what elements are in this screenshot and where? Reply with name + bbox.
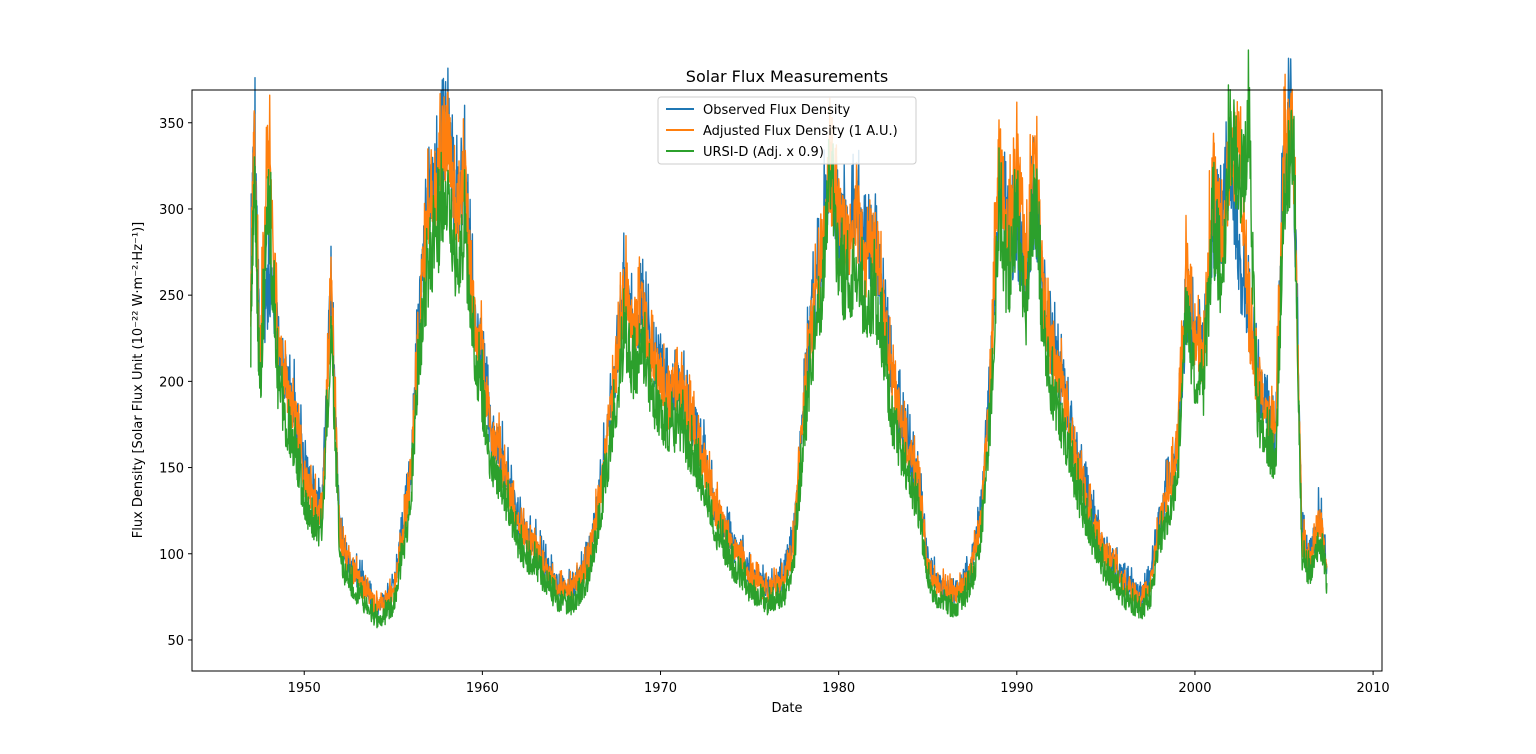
legend: Observed Flux Density Adjusted Flux Densi… <box>657 96 917 165</box>
x-tick-label: 2010 <box>1357 681 1390 696</box>
x-tick-label: 2000 <box>1178 681 1211 696</box>
y-tick-label: 350 <box>159 117 184 132</box>
plot-area-frame <box>191 89 1383 672</box>
x-tick-label: 1960 <box>466 681 499 696</box>
y-tick-label: 300 <box>159 203 184 218</box>
legend-label-1: Observed Flux Density <box>703 103 851 118</box>
x-tick-label: 1970 <box>644 681 677 696</box>
x-tick-label: 1990 <box>1000 681 1033 696</box>
chart-title: Solar Flux Measurements <box>686 67 888 86</box>
x-axis-title: Date <box>771 701 802 716</box>
y-tick-label: 200 <box>159 375 184 390</box>
series-line-1 <box>250 57 1328 617</box>
x-tick-label: 1980 <box>822 681 855 696</box>
y-axis-title: Flux Density [Solar Flux Unit (10⁻²² W·m… <box>131 222 146 539</box>
x-axis: 1950 1960 1970 1980 1990 2000 2010 <box>288 671 1390 696</box>
legend-label-2: Adjusted Flux Density (1 A.U.) <box>703 124 898 139</box>
series-line-2 <box>250 73 1328 615</box>
x-tick-label: 1950 <box>288 681 321 696</box>
legend-box <box>657 96 917 165</box>
y-tick-label: 150 <box>159 462 184 477</box>
legend-label-3: URSI-D (Adj. x 0.9) <box>703 145 824 160</box>
y-tick-label: 100 <box>159 548 184 563</box>
y-tick-label: 50 <box>167 634 184 649</box>
plot-lines <box>250 49 1328 629</box>
y-axis: 50 100 150 200 250 300 350 <box>159 117 192 649</box>
series-line-3 <box>250 49 1328 629</box>
y-tick-label: 250 <box>159 289 184 304</box>
